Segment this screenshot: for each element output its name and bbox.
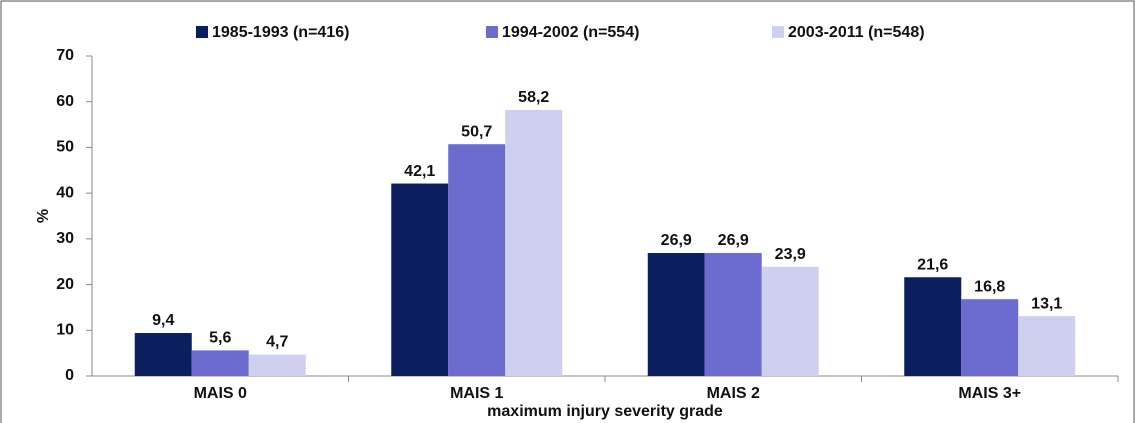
bar <box>134 333 192 376</box>
bar <box>191 350 249 376</box>
value-label: 21,6 <box>917 256 948 273</box>
x-tick-label: MAIS 0 <box>194 385 247 402</box>
legend-swatch <box>486 26 498 38</box>
value-label: 16,8 <box>974 278 1005 295</box>
value-label: 42,1 <box>404 163 435 180</box>
value-label: 58,2 <box>518 89 549 106</box>
value-label: 50,7 <box>461 123 492 140</box>
y-tick-label: 70 <box>56 47 74 64</box>
legend-label: 1994-2002 (n=554) <box>502 24 639 41</box>
legend-swatch <box>772 26 784 38</box>
bar <box>704 253 762 376</box>
x-tick-label: MAIS 1 <box>450 385 503 402</box>
y-tick-label: 60 <box>56 93 74 110</box>
bar <box>647 253 705 376</box>
y-tick-label: 40 <box>56 184 74 201</box>
y-tick-label: 30 <box>56 230 74 247</box>
bar <box>248 354 306 376</box>
y-tick-label: 0 <box>65 367 74 384</box>
x-axis-title: maximum injury severity grade <box>487 403 723 420</box>
x-tick-label: MAIS 3+ <box>958 385 1021 402</box>
y-tick-label: 20 <box>56 276 74 293</box>
legend-swatch <box>196 26 208 38</box>
bar <box>505 109 563 376</box>
y-axis-title: % <box>35 209 52 223</box>
bar <box>391 183 449 376</box>
value-label: 13,1 <box>1031 295 1062 312</box>
value-label: 26,9 <box>661 232 692 249</box>
bar <box>904 277 962 376</box>
value-label: 4,7 <box>266 334 288 351</box>
bar <box>1018 316 1076 376</box>
bar <box>961 299 1019 376</box>
y-tick-label: 50 <box>56 139 74 156</box>
value-label: 26,9 <box>718 232 749 249</box>
y-tick-label: 10 <box>56 322 74 339</box>
value-label: 9,4 <box>152 312 174 329</box>
x-tick-label: MAIS 2 <box>707 385 760 402</box>
bar <box>761 266 819 376</box>
value-label: 5,6 <box>209 330 231 347</box>
value-label: 23,9 <box>775 246 806 263</box>
legend-label: 2003-2011 (n=548) <box>788 24 925 41</box>
legend-label: 1985-1993 (n=416) <box>212 24 349 41</box>
bar <box>448 144 506 376</box>
